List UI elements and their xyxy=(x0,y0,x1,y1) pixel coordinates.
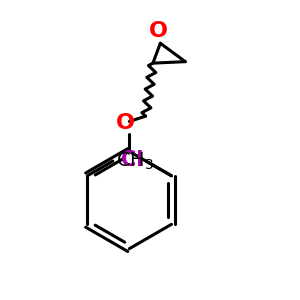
Text: O: O xyxy=(149,21,168,41)
Text: Cl: Cl xyxy=(121,150,143,169)
Text: O: O xyxy=(116,113,134,133)
Text: CH$_3$: CH$_3$ xyxy=(116,150,154,172)
